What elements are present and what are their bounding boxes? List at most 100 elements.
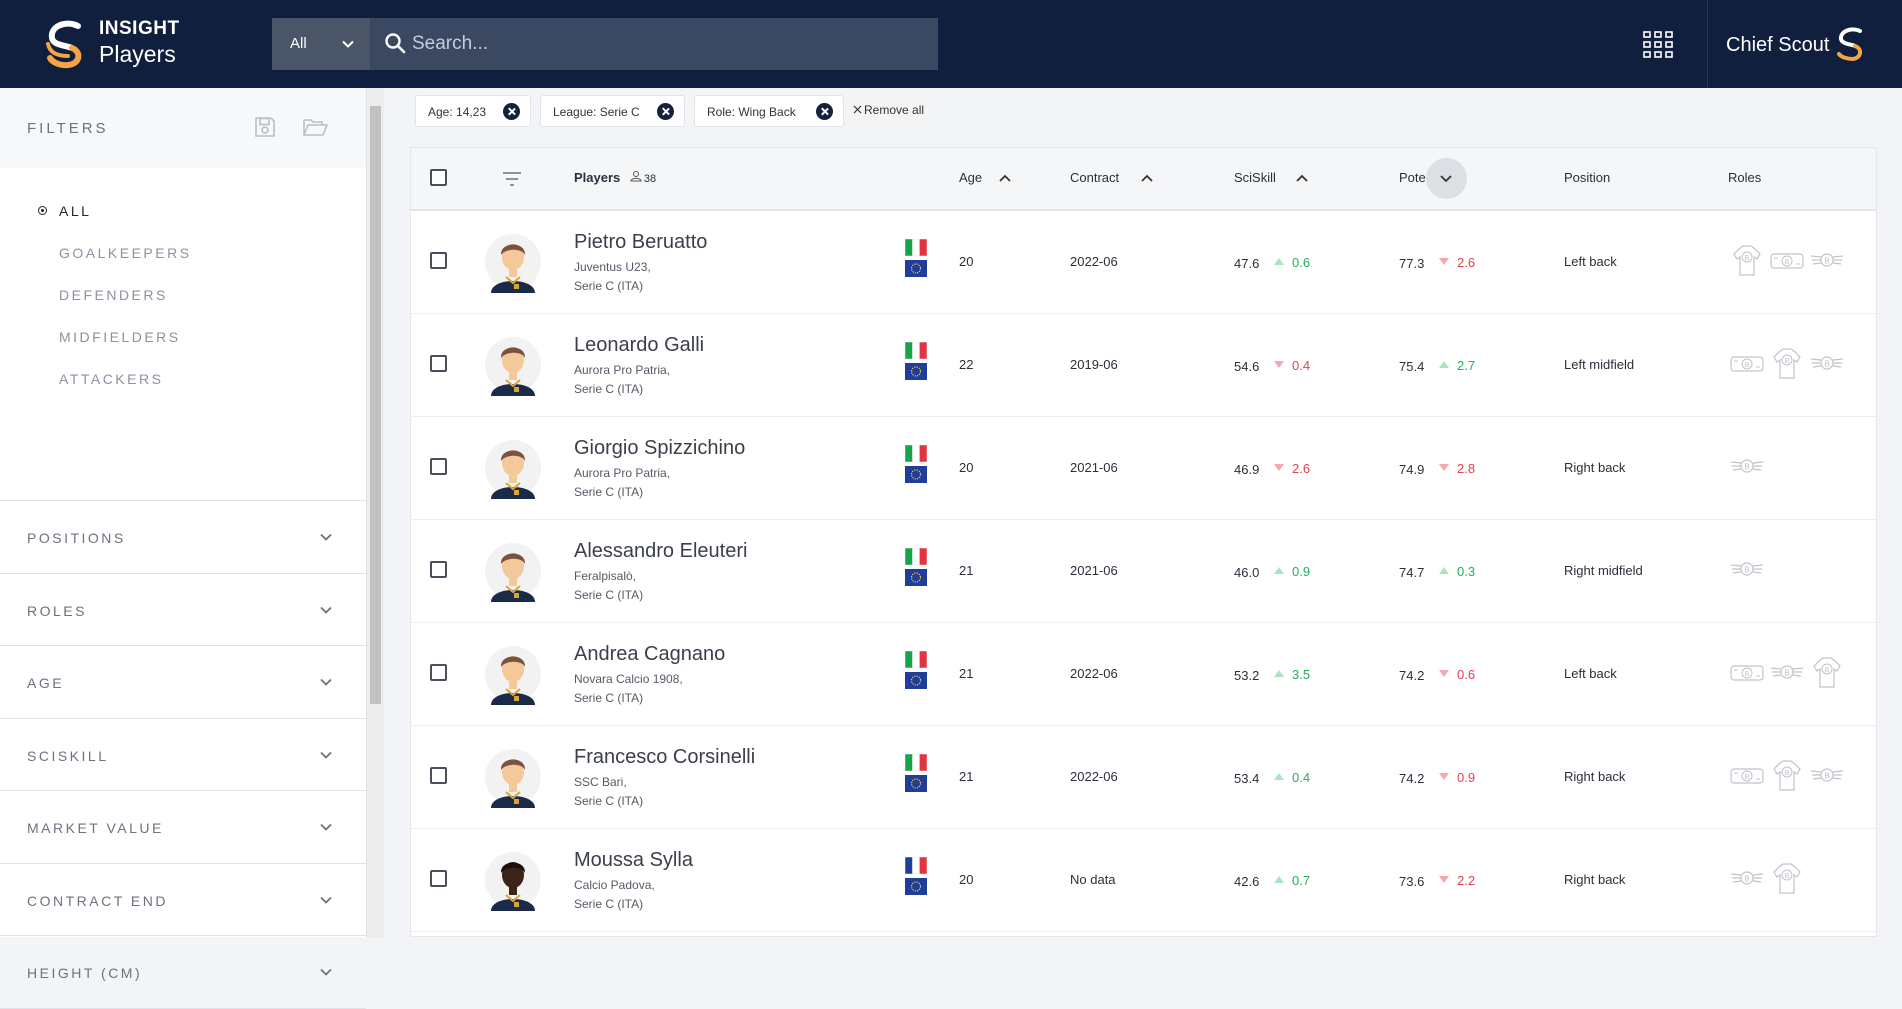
category-label: ALL <box>59 203 92 219</box>
role-bubble-icon[interactable]: B <box>1769 243 1805 279</box>
club-name: Feralpisalò, <box>574 569 637 583</box>
filter-accordion-positions[interactable]: POSITIONS <box>0 501 366 574</box>
apps-grid-icon[interactable] <box>1643 31 1673 59</box>
remove-chip-icon[interactable] <box>503 103 520 120</box>
search-scope-select[interactable]: All <box>272 18 370 70</box>
sciskill-header[interactable]: SciSkill <box>1234 170 1276 185</box>
search-input[interactable] <box>412 18 922 70</box>
accordion-label: POSITIONS <box>27 530 126 546</box>
filter-accordion-sciskill[interactable]: SCISKILL <box>0 719 366 791</box>
category-all[interactable]: ALL <box>0 190 366 232</box>
remove-chip-icon[interactable] <box>816 103 833 120</box>
filter-accordion-roles[interactable]: ROLES <box>0 574 366 646</box>
filter-accordion-market-value[interactable]: MARKET VALUE <box>0 791 366 864</box>
row-checkbox[interactable] <box>430 561 447 578</box>
player-name[interactable]: Moussa Sylla <box>574 849 693 871</box>
sort-ascending-icon[interactable] <box>998 171 1012 185</box>
filter-list-icon[interactable] <box>502 171 522 187</box>
role-wing-icon[interactable]: B <box>1809 758 1845 794</box>
role-bubble-icon[interactable]: B <box>1729 655 1765 691</box>
table-row[interactable]: Moussa Sylla Calcio Padova, Serie C (ITA) 2… <box>411 829 1876 932</box>
remove-chip-icon[interactable] <box>657 103 674 120</box>
role-wing-icon[interactable]: B <box>1729 449 1765 485</box>
row-checkbox[interactable] <box>430 870 447 887</box>
row-checkbox[interactable] <box>430 355 447 372</box>
role-wing-icon[interactable]: B <box>1729 552 1765 588</box>
remove-all-button[interactable]: Remove all <box>853 103 924 117</box>
save-icon[interactable] <box>253 115 277 139</box>
category-defenders[interactable]: DEFENDERS <box>0 274 366 316</box>
table-row[interactable]: Pietro Beruatto Juventus U23, Serie C (ITA… <box>411 211 1876 314</box>
contract-header[interactable]: Contract <box>1070 170 1120 185</box>
role-bubble-icon[interactable]: B <box>1729 758 1765 794</box>
app-brand[interactable]: INSIGHT Players <box>99 18 180 68</box>
filter-accordion-contract-end[interactable]: CONTRACT END <box>0 864 366 936</box>
category-midfielders[interactable]: MIDFIELDERS <box>0 316 366 358</box>
sort-ascending-icon[interactable] <box>1295 171 1309 185</box>
role-shirt-icon[interactable]: B <box>1769 861 1805 897</box>
filter-chip-role[interactable]: Role: Wing Back <box>694 95 844 127</box>
player-avatar[interactable] <box>484 643 542 705</box>
player-name[interactable]: Pietro Beruatto <box>574 231 708 253</box>
player-avatar[interactable] <box>484 334 542 396</box>
player-avatar[interactable] <box>484 437 542 499</box>
role-wing-icon[interactable]: B <box>1769 655 1805 691</box>
player-name[interactable]: Andrea Cagnano <box>574 643 726 665</box>
chevron-down-icon <box>320 606 332 614</box>
role-wing-icon[interactable]: B <box>1809 346 1845 382</box>
role-shirt-icon[interactable]: B <box>1809 655 1845 691</box>
filter-chip-league[interactable]: League: Serie C <box>540 95 685 127</box>
position-value: Right back <box>1564 769 1626 784</box>
sciskill-value: 53.4 <box>1234 771 1260 786</box>
category-goalkeepers[interactable]: GOALKEEPERS <box>0 232 366 274</box>
table-row[interactable]: Andrea Cagnano Novara Calcio 1908, Serie C… <box>411 623 1876 726</box>
player-avatar[interactable] <box>484 849 542 911</box>
eu-flag-icon <box>905 878 927 895</box>
position-value: Right back <box>1564 872 1626 887</box>
player-name[interactable]: Alessandro Eleuteri <box>574 540 748 562</box>
role-shirt-icon[interactable]: B <box>1729 243 1765 279</box>
italy-flag-icon <box>905 239 927 256</box>
role-shirt-icon[interactable]: B <box>1769 758 1805 794</box>
filter-accordion-age[interactable]: AGE <box>0 646 366 719</box>
role-shirt-icon[interactable]: B <box>1769 346 1805 382</box>
table-row[interactable]: Alessandro Eleuteri Feralpisalò, Serie C (… <box>411 520 1876 623</box>
sort-descending-button[interactable] <box>1426 158 1467 199</box>
role-wing-icon[interactable]: B <box>1809 243 1845 279</box>
row-checkbox[interactable] <box>430 252 447 269</box>
select-all-checkbox[interactable] <box>430 169 447 186</box>
role-wing-icon[interactable]: B <box>1729 861 1765 897</box>
sort-ascending-icon[interactable] <box>1140 171 1154 185</box>
player-avatar[interactable] <box>484 231 542 293</box>
player-avatar[interactable] <box>484 746 542 808</box>
filter-chip-age[interactable]: Age: 14,23 <box>415 95 531 127</box>
user-name[interactable]: Chief Scout <box>1726 34 1830 56</box>
player-name[interactable]: Francesco Corsinelli <box>574 746 756 768</box>
sciskill-value: 46.9 <box>1234 462 1260 477</box>
row-checkbox[interactable] <box>430 767 447 784</box>
player-name[interactable]: Giorgio Spizzichino <box>574 437 746 459</box>
position-value: Left midfield <box>1564 357 1635 372</box>
position-value: Right midfield <box>1564 563 1643 578</box>
accordion-label: CONTRACT END <box>27 892 168 909</box>
role-bubble-icon[interactable]: B <box>1729 346 1765 382</box>
category-attackers[interactable]: ATTACKERS <box>0 358 366 400</box>
table-row[interactable]: Giorgio Spizzichino Aurora Pro Patria, Ser… <box>411 417 1876 520</box>
row-checkbox[interactable] <box>430 458 447 475</box>
club-name: Juventus U23, <box>574 260 651 274</box>
trend-up-icon <box>1274 876 1284 883</box>
insight-logo-icon[interactable] <box>42 18 88 70</box>
players-header[interactable]: Players 38 <box>574 170 656 185</box>
filter-accordion-height-cm[interactable]: HEIGHT (CM) <box>0 936 366 1009</box>
row-checkbox[interactable] <box>430 664 447 681</box>
age-value: 21 <box>959 666 974 681</box>
player-name[interactable]: Leonardo Galli <box>574 334 705 356</box>
player-avatar[interactable] <box>484 540 542 602</box>
table-row[interactable]: Leonardo Galli Aurora Pro Patria, Serie C … <box>411 314 1876 417</box>
sidebar-scroll-thumb[interactable] <box>370 106 381 704</box>
svg-text:B: B <box>1825 667 1830 674</box>
age-header[interactable]: Age <box>959 170 983 185</box>
folder-open-icon[interactable] <box>302 115 328 139</box>
user-avatar-icon[interactable] <box>1833 26 1867 62</box>
table-row[interactable]: Francesco Corsinelli SSC Bari, Serie C (IT… <box>411 726 1876 829</box>
